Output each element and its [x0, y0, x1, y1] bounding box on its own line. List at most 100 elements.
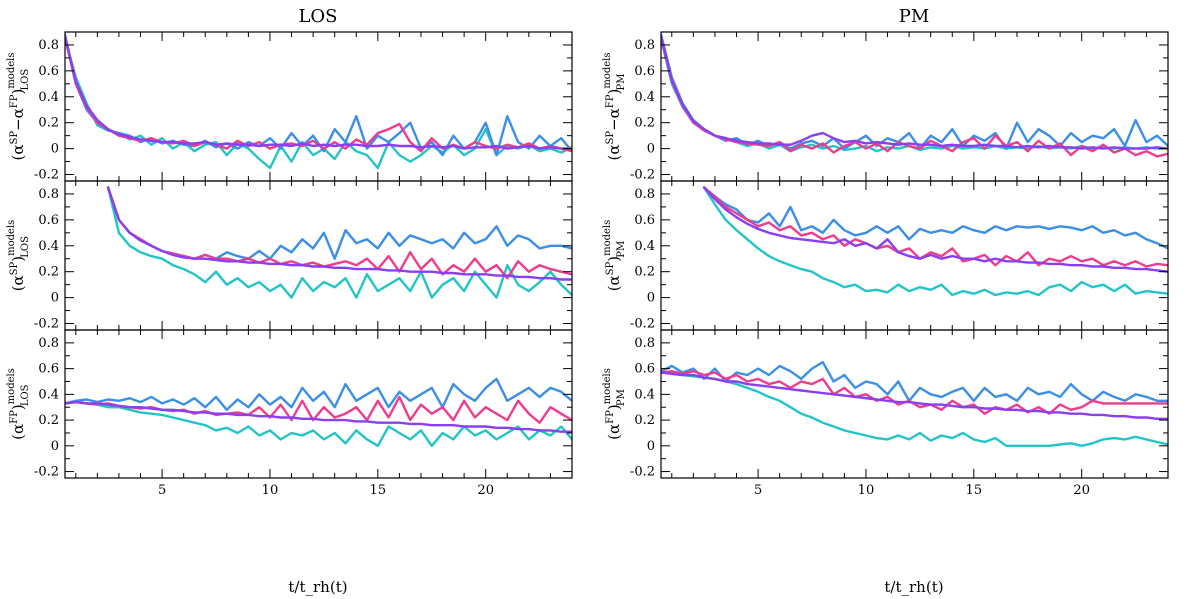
ylabel-base-pm-row0: (α: [605, 145, 623, 161]
y-tick-label-los-row0: -0.2: [34, 168, 59, 183]
frame-pm-row0: [660, 31, 1169, 182]
x-tick-label-pm-row2: 20: [1073, 483, 1090, 498]
y-tick-label-los-row1: 0.4: [38, 239, 59, 254]
y-axis-label-pm-row2: (αFP)models PM: [602, 368, 627, 440]
y-tick-label-los-row2: -0.2: [34, 465, 59, 480]
panel-pm-row1: -0.2 0 0.2 0.4 0.6 0.8 (αSP)models PM: [602, 180, 1169, 332]
ylabel-sup-los-row0: SP: [9, 131, 20, 145]
series-line-pink-los-row1: [106, 186, 572, 280]
y-tick-label-pm-row0: 0: [647, 142, 655, 157]
y-tick-label-pm-row2: 0.4: [634, 387, 655, 402]
x-tick-label-los-row2: 20: [477, 483, 494, 498]
x-tick-label-pm-row2: 15: [966, 483, 983, 498]
y-tick-label-los-row1: 0: [51, 291, 59, 306]
y-tick-label-los-row2: 0.6: [38, 362, 59, 377]
ylabel-base-pm-row2: (α: [605, 424, 623, 440]
frame-los-row2: [64, 329, 573, 479]
ylabel-base-los-row0: (α: [9, 145, 27, 161]
y-tick-label-pm-row1: -0.2: [630, 317, 655, 332]
panel-los-row0: -0.2 0 0.2 0.4 0.6 0.8 (αSP−αFP)models LOS: [6, 31, 573, 183]
y-tick-label-los-row1: 0.8: [38, 187, 59, 202]
y-axis-label-pm-row0: (αSP−αFP)models PM: [602, 53, 627, 161]
panel-pm-row0: -0.2 0 0.2 0.4 0.6 0.8 (αSP−αFP)models PM: [602, 31, 1169, 183]
series-line-pink-pm-row2: [661, 370, 1168, 415]
series-line-purple-pm-row1: [702, 186, 1168, 273]
x-tick-label-los-row2: 5: [158, 483, 166, 498]
ylabel-close-pm-row1: ): [605, 256, 623, 262]
ylabel-sup-los-row2: FP: [9, 410, 20, 424]
series-line-purple-los-row1: [106, 186, 572, 281]
panel-los-row2: -0.2 0 0.2 0.4 0.6 0.8 5 10 15 20 (αFP)models LOS: [6, 329, 573, 498]
y-tick-label-los-row0: 0.4: [38, 90, 59, 105]
ylabel-close-pm-row0: ): [605, 89, 623, 95]
series-line-cyan-los-row1: [106, 186, 572, 299]
series-line-blue-pm-row2: [661, 361, 1168, 402]
pm-column-title: PM: [899, 6, 930, 27]
ylabel-base-los-row2: (α: [9, 424, 27, 440]
ylabel-sup2-los-row0: FP: [9, 94, 20, 108]
series-line-cyan-pm-row0: [661, 37, 1168, 153]
frame-pm-row2: [660, 329, 1169, 479]
y-axis-label-los-row2: (αFP)models LOS: [6, 368, 31, 440]
panel-pm-row2: -0.2 0 0.2 0.4 0.6 0.8 5 10 15 20 (αFP)models PM: [602, 329, 1169, 498]
series-line-purple-los-row2: [65, 400, 572, 433]
panel-los-row1: -0.2 0 0.2 0.4 0.6 0.8 (αSP)models LOS: [6, 180, 573, 332]
ylabel-sub-pm-row0: PM: [616, 74, 627, 91]
y-tick-label-pm-row1: 0.6: [634, 213, 655, 228]
y-tick-label-pm-row2: 0.6: [634, 362, 655, 377]
frame-pm-row1: [660, 180, 1169, 331]
y-axis-label-pm-row1: (αSP)models PM: [602, 220, 627, 292]
y-tick-label-pm-row0: -0.2: [630, 168, 655, 183]
y-tick-label-pm-row0: 0.6: [634, 64, 655, 79]
ylabel-models-pm-row2: models: [602, 368, 613, 404]
ylabel-sup2-pm-row0: FP: [605, 94, 616, 108]
ylabel-sup-pm-row2: FP: [605, 410, 616, 424]
y-tick-label-pm-row1: 0: [647, 291, 655, 306]
y-tick-label-los-row2: 0.4: [38, 387, 59, 402]
ylabel-close-los-row0: ): [9, 89, 27, 95]
ylabel-models-los-row1: models: [6, 220, 17, 256]
series-line-blue-los-row2: [65, 377, 572, 411]
y-tick-label-los-row1: 0.2: [38, 265, 59, 280]
ylabel-mid-pm-row0: −α: [605, 108, 623, 131]
frame-los-row0: [64, 31, 573, 182]
los-x-axis-label: t/t_rh(t): [288, 578, 347, 596]
ylabel-mid-los-row0: −α: [9, 108, 27, 131]
x-tick-label-pm-row2: 5: [754, 483, 762, 498]
series-line-purple-los-row0: [65, 34, 572, 150]
ylabel-close-los-row2: ): [9, 404, 27, 410]
y-tick-label-pm-row2: 0.2: [634, 413, 655, 428]
ylabel-close-pm-row2: ): [605, 404, 623, 410]
series-line-blue-los-row1: [106, 186, 572, 260]
ylabel-models-pm-row0: models: [602, 53, 613, 89]
y-tick-label-los-row0: 0.6: [38, 64, 59, 79]
series-line-pink-pm-row1: [702, 186, 1168, 268]
series-line-pink-los-row0: [65, 36, 572, 153]
series-line-cyan-los-row0: [65, 37, 572, 170]
ylabel-sup-pm-row0: SP: [605, 131, 616, 145]
y-tick-label-los-row0: 0.2: [38, 116, 59, 131]
series-line-purple-pm-row2: [661, 371, 1168, 420]
y-tick-label-pm-row2: 0.8: [634, 336, 655, 351]
y-tick-label-pm-row0: 0.8: [634, 38, 655, 53]
y-axis-label-los-row1: (αSP)models LOS: [6, 220, 31, 292]
y-tick-label-pm-row2: 0: [647, 439, 655, 454]
y-tick-label-pm-row0: 0.4: [634, 90, 655, 105]
series-line-blue-pm-row1: [702, 186, 1168, 250]
ylabel-base-los-row1: (α: [9, 275, 27, 291]
y-tick-label-los-row0: 0: [51, 142, 59, 157]
series-line-blue-pm-row0: [661, 33, 1168, 150]
series-line-cyan-pm-row1: [702, 186, 1168, 297]
x-tick-label-los-row2: 10: [262, 483, 279, 498]
ylabel-sub-los-row0: LOS: [20, 69, 31, 91]
y-tick-label-pm-row1: 0.2: [634, 265, 655, 280]
pm-x-axis-label: t/t_rh(t): [884, 578, 943, 596]
y-tick-label-los-row2: 0.2: [38, 413, 59, 428]
frame-los-row1: [64, 180, 573, 331]
ylabel-sub-pm-row1: PM: [616, 241, 627, 258]
ylabel-close-los-row1: ): [9, 256, 27, 262]
series-line-pink-pm-row0: [661, 36, 1168, 158]
y-tick-label-los-row1: -0.2: [34, 317, 59, 332]
ylabel-sub-pm-row2: PM: [616, 389, 627, 406]
